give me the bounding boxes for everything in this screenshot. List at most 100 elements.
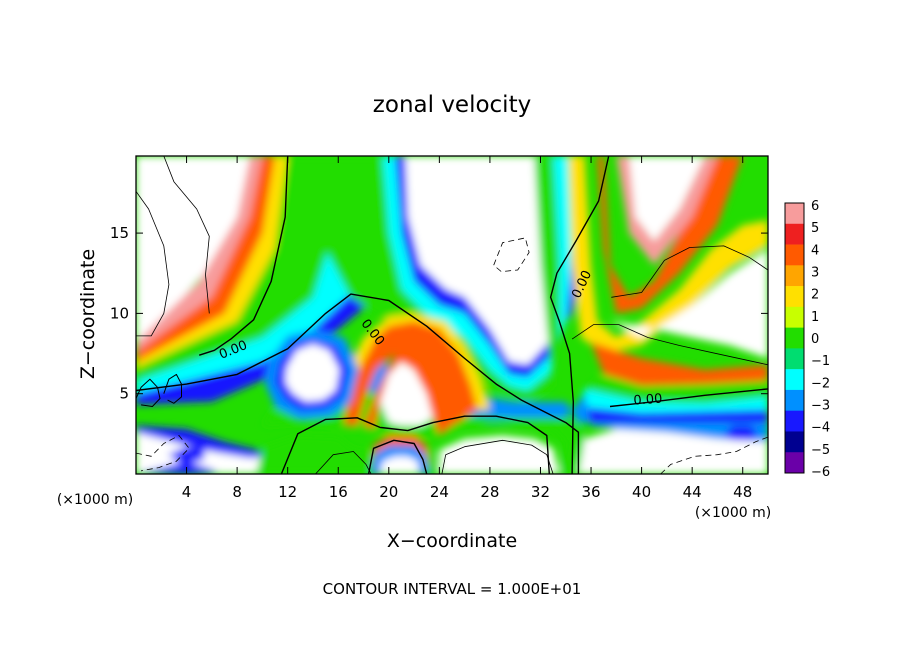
- velocity-region-17: [584, 374, 768, 404]
- velocity-region-13: [616, 156, 718, 266]
- y-tick-label: 10: [110, 304, 129, 322]
- colorbar-label: 6: [811, 199, 819, 214]
- velocity-region-3: [136, 156, 288, 368]
- x-tick-label: 20: [379, 483, 398, 501]
- contour-lines: [136, 156, 768, 474]
- colorbar-swatch: [785, 203, 804, 225]
- velocity-region-23: [136, 425, 345, 474]
- velocity-region-11: [568, 156, 768, 354]
- x-tick-label: 40: [632, 483, 651, 501]
- velocity-region-33: [363, 345, 452, 436]
- x-axis-ticks: 4 8 12 16 20 24 28 32 36 40 44 48: [182, 156, 752, 501]
- x-tick-label: 8: [232, 483, 242, 501]
- colorbar-swatch: [785, 327, 804, 349]
- velocity-region-24: [262, 385, 585, 474]
- contour-line-3: [609, 388, 768, 408]
- velocity-region-37: [723, 425, 758, 441]
- velocity-region-14: [629, 156, 705, 242]
- velocity-region-0: [136, 156, 263, 346]
- contour-line-15: [136, 435, 190, 472]
- velocity-region-16: [591, 342, 768, 386]
- colorbar-label: 3: [811, 266, 819, 281]
- plot-area: 0.000.000.000.00: [135, 155, 769, 475]
- contour-line-8: [136, 191, 170, 337]
- x-axis-label: X−coordinate: [387, 530, 517, 552]
- y-axis-unit-label: (×1000 m): [57, 492, 133, 508]
- colorbar-label: −2: [811, 376, 830, 391]
- velocity-region-12: [597, 156, 743, 314]
- velocity-region-19: [578, 406, 768, 423]
- colorbar-legend: 6 5 4 3 2 1 0 −1 −2 −3 −4 −5 −6: [784, 199, 830, 480]
- colorbar-swatch: [785, 389, 804, 411]
- colorbar-label: 1: [811, 310, 819, 325]
- colorbar-swatch: [785, 223, 804, 245]
- plot-frame: [135, 155, 769, 475]
- velocity-region-20: [578, 429, 768, 474]
- contour-line-13: [441, 439, 554, 474]
- colorbar-label: −3: [811, 399, 830, 414]
- contour-line-1: [280, 415, 550, 474]
- velocity-region-10: [313, 156, 560, 402]
- velocity-region-2: [136, 156, 275, 362]
- velocity-region-38: [136, 461, 219, 474]
- contour-line-5: [367, 439, 428, 474]
- colorbar-label: 5: [811, 221, 819, 236]
- y-tick-label: 15: [110, 224, 129, 242]
- x-tick-label: 12: [278, 483, 297, 501]
- velocity-region-4: [136, 156, 358, 381]
- contour-line-12: [315, 451, 372, 474]
- y-axis-ticks: 5 10 15: [110, 224, 768, 403]
- colorbar-swatch: [785, 265, 804, 287]
- colorbar-swatch: [785, 452, 804, 474]
- colorbar-label: 0: [811, 332, 819, 347]
- velocity-region-32: [380, 361, 433, 426]
- colorbar-label: 2: [811, 288, 819, 303]
- contour-line-16: [660, 436, 768, 474]
- colorbar-swatch: [785, 286, 804, 308]
- contour-line-4: [198, 156, 289, 356]
- x-tick-label: 4: [182, 483, 192, 501]
- colorbar-label: −4: [811, 421, 830, 436]
- contour-line-0: [136, 293, 580, 474]
- x-tick-label: 28: [480, 483, 499, 501]
- colorbar-swatch: [785, 369, 804, 391]
- colorbar-swatch: [785, 306, 804, 328]
- color-regions: [136, 156, 768, 474]
- contour-line-6: [136, 378, 161, 407]
- colorbar-label: −6: [811, 465, 830, 480]
- x-axis-unit-label: (×1000 m): [695, 505, 771, 521]
- colorbar-swatch: [785, 244, 804, 266]
- x-tick-label: 48: [733, 483, 752, 501]
- colorbar-frame: [784, 202, 805, 474]
- chart-title: zonal velocity: [373, 92, 531, 118]
- velocity-region-18: [578, 388, 768, 413]
- contour-line-7: [163, 373, 182, 404]
- x-tick-label: 24: [430, 483, 449, 501]
- colorbar-label: −1: [811, 354, 830, 369]
- velocity-region-8: [395, 156, 585, 378]
- y-tick-label: 5: [119, 385, 129, 403]
- x-tick-label: 16: [329, 483, 348, 501]
- x-tick-label: 44: [683, 483, 702, 501]
- velocity-region-29: [380, 456, 420, 474]
- contour-interval-note: CONTOUR INTERVAL = 1.000E+01: [323, 580, 582, 598]
- contour-line-10: [571, 324, 768, 366]
- velocity-region-39: [167, 446, 205, 465]
- contour-line-2: [549, 156, 610, 474]
- velocity-region-31: [344, 313, 490, 410]
- x-tick-label: 36: [581, 483, 600, 501]
- contour-line-9: [163, 156, 210, 314]
- velocity-region-15: [610, 249, 768, 359]
- colorbar-label: 4: [811, 243, 819, 258]
- contour-label-3: 0.00: [633, 392, 663, 409]
- contour-line-11: [611, 245, 768, 298]
- colorbar-swatch: [785, 431, 804, 453]
- x-tick-label: 32: [531, 483, 550, 501]
- y-axis-label: Z−coordinate: [77, 249, 99, 379]
- velocity-region-36: [285, 343, 340, 402]
- contour-line-14: [493, 237, 530, 273]
- colorbar-swatch: [785, 348, 804, 370]
- colorbar-swatch: [785, 410, 804, 432]
- colorbar-label: −5: [811, 443, 830, 458]
